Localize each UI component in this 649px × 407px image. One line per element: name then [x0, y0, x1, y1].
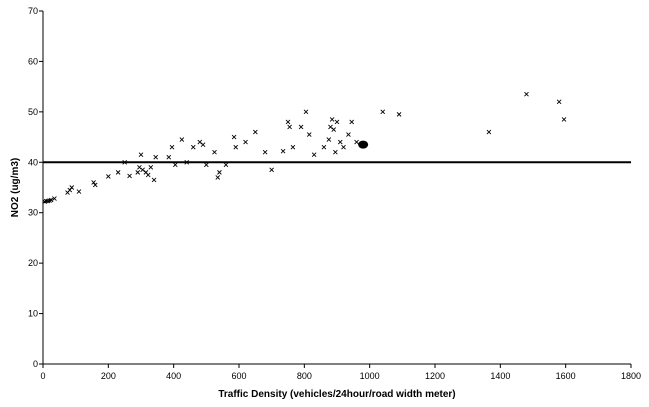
data-point	[341, 144, 346, 150]
data-point	[556, 99, 562, 105]
data-point	[217, 170, 222, 175]
data-point	[326, 137, 332, 142]
data-point	[76, 189, 82, 194]
data-point	[346, 132, 351, 137]
data-point	[52, 196, 57, 201]
data-point	[153, 154, 159, 160]
data-point	[137, 165, 142, 170]
data-point	[200, 142, 206, 147]
data-point	[287, 124, 292, 130]
data-point	[223, 162, 229, 168]
data-point	[328, 124, 333, 130]
data-point	[138, 152, 144, 158]
y-tick-label: 60	[28, 56, 38, 66]
data-point	[169, 144, 175, 150]
data-point	[106, 174, 111, 179]
data-point	[561, 117, 567, 122]
data-point	[269, 167, 274, 173]
x-tick-label: 1600	[556, 371, 576, 381]
x-tick-label: 600	[231, 371, 246, 381]
data-point	[334, 119, 340, 125]
y-ticks: 0 10 20 30 40 50 60 70	[28, 6, 43, 369]
data-point	[285, 119, 291, 125]
data-point	[69, 185, 75, 190]
x-tick-label: 1800	[621, 371, 641, 381]
data-point	[204, 162, 209, 168]
data-point	[231, 134, 237, 140]
data-point	[48, 197, 54, 203]
data-point	[380, 109, 386, 115]
data-point	[354, 139, 359, 145]
data-point	[215, 175, 221, 180]
data-point	[115, 170, 121, 175]
data-point	[306, 132, 312, 137]
x-tick-label: 1000	[360, 371, 380, 381]
x-axis-title: Traffic Density (vehicles/24hour/road wi…	[218, 389, 455, 400]
highlight-point	[358, 140, 369, 149]
data-point	[151, 177, 157, 183]
data-point	[197, 139, 203, 145]
data-point	[92, 182, 98, 188]
data-point	[166, 154, 172, 160]
y-tick-label: 20	[28, 258, 38, 268]
data-point	[145, 172, 151, 178]
x-tick-label: 0	[40, 371, 45, 381]
data-point	[243, 139, 248, 145]
x-tick-label: 1200	[425, 371, 445, 381]
data-point	[303, 109, 309, 115]
data-point	[524, 91, 529, 97]
data-point	[253, 129, 258, 135]
data-point	[311, 152, 317, 158]
data-point	[212, 149, 217, 155]
y-tick-label: 50	[28, 107, 38, 117]
y-tick-label: 40	[28, 157, 38, 167]
data-point	[179, 137, 185, 142]
data-point	[321, 144, 327, 150]
data-point	[135, 170, 141, 175]
x-tick-label: 800	[297, 371, 312, 381]
x-tick-label: 200	[101, 371, 116, 381]
data-point	[290, 144, 296, 150]
x-tick-label: 400	[166, 371, 181, 381]
data-point	[140, 167, 145, 173]
data-point	[184, 159, 190, 165]
y-tick-label: 10	[28, 309, 38, 319]
x-ticks: 0 200 400 600 800 1000 1200 1400 1600 1800	[40, 364, 641, 381]
data-point	[91, 180, 96, 185]
data-point	[298, 124, 304, 130]
data-point	[127, 173, 132, 179]
data-point	[333, 149, 338, 155]
data-point	[190, 144, 196, 150]
x-tick-label: 1400	[490, 371, 510, 381]
y-tick-label: 30	[28, 208, 38, 218]
data-point	[148, 165, 154, 170]
plot-area: 0 10 20 30 40 50 60 70 0 200 400 600 800 1000 1200 140…	[28, 6, 641, 381]
data-point	[349, 119, 355, 125]
y-axis-title: NO2 (ug/m3)	[10, 158, 21, 217]
data-point	[337, 139, 343, 145]
data-point	[122, 159, 127, 165]
data-point	[280, 148, 286, 154]
y-tick-label: 0	[33, 359, 38, 369]
data-point	[486, 129, 492, 135]
y-tick-label: 70	[28, 6, 38, 16]
data-point	[172, 162, 178, 168]
data-point	[262, 149, 268, 155]
data-point	[331, 127, 337, 132]
data-point	[233, 144, 239, 150]
data-point	[329, 117, 335, 122]
data-point	[396, 112, 402, 117]
data-points	[42, 91, 567, 204]
